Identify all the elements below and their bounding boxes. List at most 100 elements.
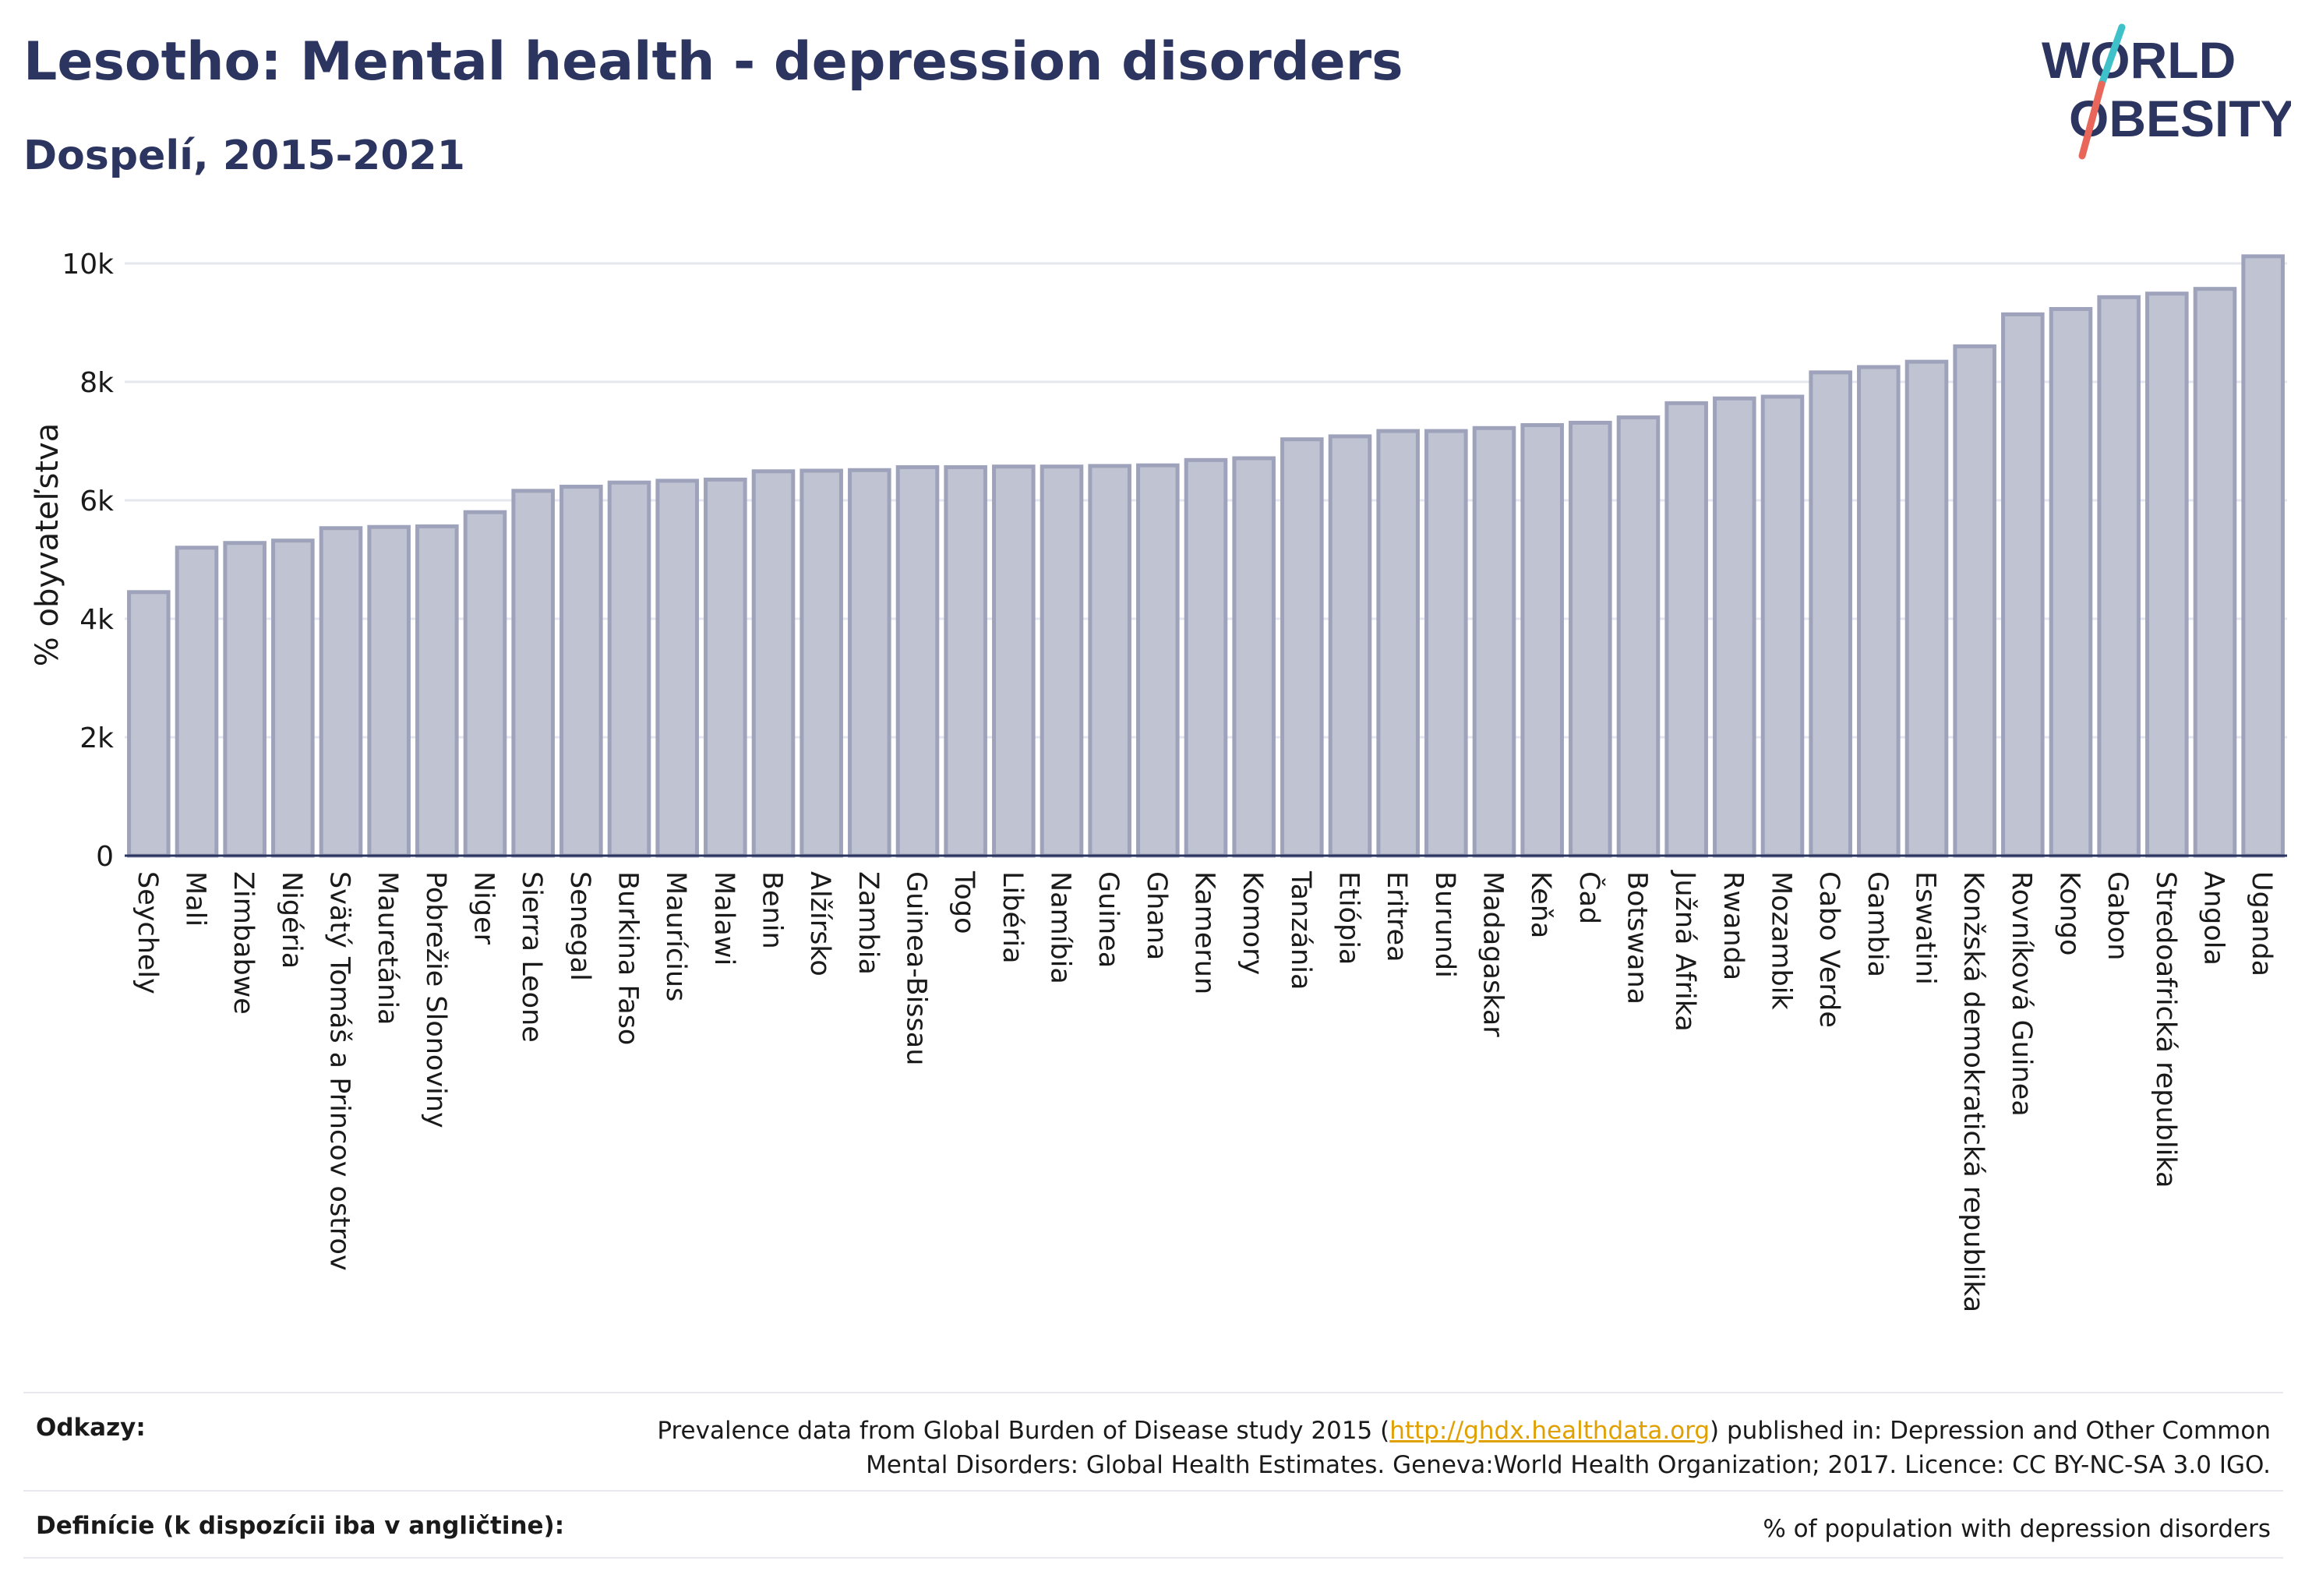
x-tick-label: Togo	[948, 870, 980, 934]
x-tick-label: Madagaskar	[1477, 871, 1509, 1037]
bar	[1713, 396, 1756, 858]
bar	[559, 485, 603, 858]
bar	[895, 464, 940, 858]
x-tick-label: Etiópia	[1333, 871, 1364, 965]
bar	[992, 464, 1036, 858]
bar	[1280, 437, 1324, 858]
bar	[1328, 434, 1372, 858]
bar	[2049, 307, 2093, 858]
logo-slash-bottom	[2078, 80, 2106, 160]
references-text-after: ) published in: Depression and Other Com…	[1710, 1417, 2271, 1445]
bar	[463, 510, 507, 858]
x-tick-label: Niger	[468, 871, 499, 945]
x-tick-label: Svätý Tomáš a Princov ostrov	[324, 871, 355, 1271]
references-text-before: Prevalence data from Global Burden of Di…	[657, 1417, 1390, 1445]
y-tick-label: 4k	[79, 604, 114, 636]
y-axis-title: % obyvateľstva	[30, 423, 65, 666]
bar	[1569, 420, 1612, 858]
bar	[944, 464, 987, 858]
bar	[751, 469, 796, 858]
bar-chart: 0 2k 4k 6k 8k 10k % obyvateľstva Seychely Mali Zi…	[30, 249, 2287, 1312]
x-tick-label: Eritrea	[1381, 871, 1412, 962]
bar	[1040, 464, 1084, 858]
bar	[2241, 254, 2285, 858]
x-tick-label: Guinea-Bissau	[901, 871, 932, 1065]
definitions-label: Definície (k dispozícii iba v angličtine…	[36, 1512, 565, 1540]
x-tick-label: Senegal	[564, 871, 595, 981]
bar	[1857, 365, 1901, 858]
x-tick-label: Burundi	[1429, 871, 1460, 978]
bar	[1136, 463, 1180, 858]
x-tick-label: Kamerun	[1189, 871, 1220, 994]
footer-separator-top	[23, 1392, 2283, 1393]
x-tick-label: Cabo Verde	[1813, 871, 1844, 1028]
world-obesity-logo: WORLD OBESITY	[2042, 23, 2291, 160]
x-tick-label: Nigéria	[276, 871, 307, 969]
bar	[1616, 415, 1661, 858]
x-tick-label: Ghana	[1141, 871, 1172, 960]
x-tick-label: Komory	[1237, 871, 1268, 975]
x-tick-label: Zimbabwe	[228, 871, 259, 1015]
x-tick-label: Tanzánia	[1285, 870, 1316, 990]
x-tick-label: Benin	[757, 871, 788, 949]
y-tick-label: 10k	[62, 249, 114, 281]
bar	[800, 468, 843, 858]
x-tick-label: Maurícius	[660, 871, 691, 1001]
x-tick-label: Sierra Leone	[516, 871, 547, 1043]
bar	[1904, 359, 1949, 858]
references-link[interactable]: http://ghdx.healthdata.org	[1389, 1417, 1710, 1445]
logo-slash-top	[2098, 23, 2126, 88]
x-tick-label: Guinea	[1092, 871, 1124, 968]
x-tick-label: Čad	[1573, 871, 1606, 924]
logo-line1: WORLD	[2042, 31, 2236, 89]
bar	[367, 524, 411, 858]
bar	[1088, 464, 1131, 858]
bar	[1953, 344, 1996, 858]
x-tick-label: Eswatini	[1910, 871, 1941, 985]
logo-line2: OBESITY	[2069, 90, 2291, 147]
bar	[655, 478, 699, 858]
references-label: Odkazy:	[36, 1414, 146, 1442]
bar	[1760, 394, 1805, 858]
y-tick-label: 6k	[79, 486, 114, 517]
x-tick-label: Burkina Faso	[612, 871, 644, 1045]
x-tick-label: Mozambik	[1766, 871, 1797, 1010]
x-tick-label: Mali	[180, 871, 211, 927]
y-tick-label: 0	[96, 841, 114, 873]
references-text: Prevalence data from Global Burden of Di…	[657, 1414, 2271, 1482]
bar	[127, 590, 171, 858]
page-subtitle: Dospelí, 2015-2021	[23, 132, 465, 179]
bar	[511, 489, 555, 858]
definitions-text: % of population with depression disorder…	[1763, 1515, 2271, 1543]
bar	[848, 468, 891, 858]
bar	[1472, 425, 1516, 858]
x-tick-label: Malawi	[708, 871, 740, 966]
bar	[1664, 401, 1708, 858]
bar	[175, 546, 219, 858]
x-tick-label: Angola	[2198, 871, 2229, 966]
x-tick-label: Južná Afrika	[1669, 870, 1700, 1032]
x-tick-label: Alžírsko	[804, 871, 835, 976]
bar	[1424, 429, 1468, 858]
footer-separator-bottom	[23, 1557, 2283, 1559]
bar	[1232, 456, 1276, 858]
bar	[271, 538, 315, 858]
x-tick-label: Mauretánia	[372, 871, 403, 1026]
x-tick-label: Namíbia	[1045, 871, 1076, 984]
x-tick-label: Gabon	[2102, 871, 2133, 960]
y-tick-label: 2k	[79, 722, 114, 754]
x-tick-label: Rovníková Guinea	[2006, 871, 2037, 1117]
bar	[2145, 291, 2189, 858]
x-tick-label: Rwanda	[1717, 871, 1749, 980]
x-tick-label: Gambia	[1862, 871, 1893, 977]
x-tick-label: Stredoafrická republika	[2150, 871, 2181, 1188]
bar	[704, 477, 747, 858]
x-tick-label: Keňa	[1525, 871, 1556, 938]
x-tick-label: Libéria	[997, 871, 1028, 964]
bar	[1184, 457, 1228, 858]
x-tick-label: Pobrežie Slonoviny	[420, 871, 451, 1128]
bar	[2193, 287, 2237, 858]
bar	[415, 524, 459, 858]
x-tick-label: Botswana	[1622, 871, 1653, 1005]
x-tick-label: Konžská demokratická republika	[1957, 871, 1989, 1312]
